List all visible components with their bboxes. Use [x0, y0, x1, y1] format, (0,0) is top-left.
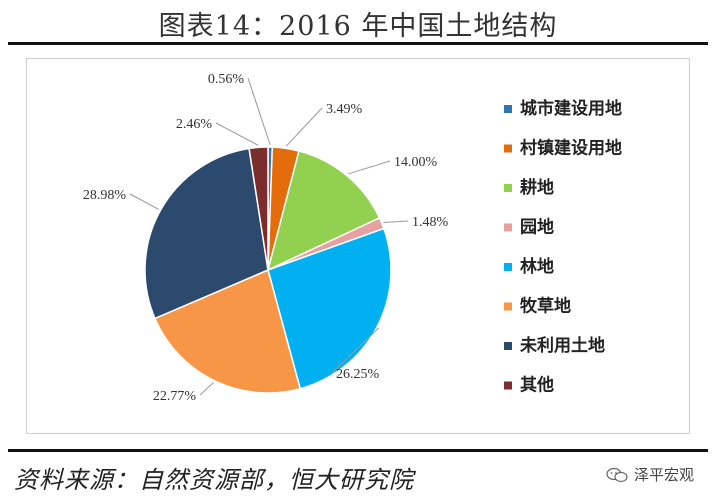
data-label: 2.46% [176, 117, 213, 132]
legend-swatch [504, 342, 512, 350]
legend-swatch [504, 105, 512, 113]
watermark-text: 泽平宏观 [633, 466, 694, 484]
source-note: 资料来源：自然资源部，恒大研究院 [14, 466, 414, 494]
data-label: 22.77% [153, 389, 197, 404]
legend-swatch [504, 381, 512, 390]
leader-line [247, 77, 271, 146]
page-title: 图表14：2016 年中国土地结构 [158, 11, 558, 42]
legend-label: 牧草地 [520, 296, 571, 317]
pie-slice [153, 268, 302, 394]
data-label: 3.49% [326, 102, 363, 117]
leader-line [215, 122, 259, 146]
data-label: 26.25% [336, 367, 380, 382]
legend-swatch [504, 302, 512, 311]
leader-line [129, 193, 159, 210]
legend-label: 耕地 [520, 177, 554, 198]
data-label: 0.56% [208, 72, 245, 87]
leader-line [383, 220, 409, 223]
legend-label: 其他 [520, 375, 554, 396]
chart-frame [26, 58, 690, 434]
pie-slice [266, 150, 381, 272]
bottom-divider [8, 449, 708, 452]
wechat-icon [606, 467, 628, 482]
legend-label: 未利用土地 [519, 335, 605, 356]
pie-slice [248, 146, 269, 271]
legend-swatch [504, 144, 512, 153]
leader-line [285, 107, 323, 147]
leader-line [331, 327, 380, 374]
legend-swatch [504, 263, 512, 271]
legend-label: 林地 [520, 256, 554, 277]
pie-slice [267, 227, 392, 390]
leader-line [347, 160, 391, 175]
data-label: 28.98% [83, 188, 127, 203]
data-label: 1.48% [412, 215, 449, 230]
legend-label: 园地 [520, 217, 554, 238]
legend-label: 村镇建设用地 [520, 138, 622, 159]
top-divider [8, 42, 708, 45]
legend-label: 城市建设用地 [520, 98, 622, 119]
data-label: 14.00% [394, 155, 438, 170]
pie-slice [144, 147, 269, 320]
watermark: 泽平宏观 [606, 464, 694, 485]
leader-line [199, 382, 214, 396]
legend-swatch [504, 223, 512, 232]
legend-swatch [504, 184, 512, 192]
